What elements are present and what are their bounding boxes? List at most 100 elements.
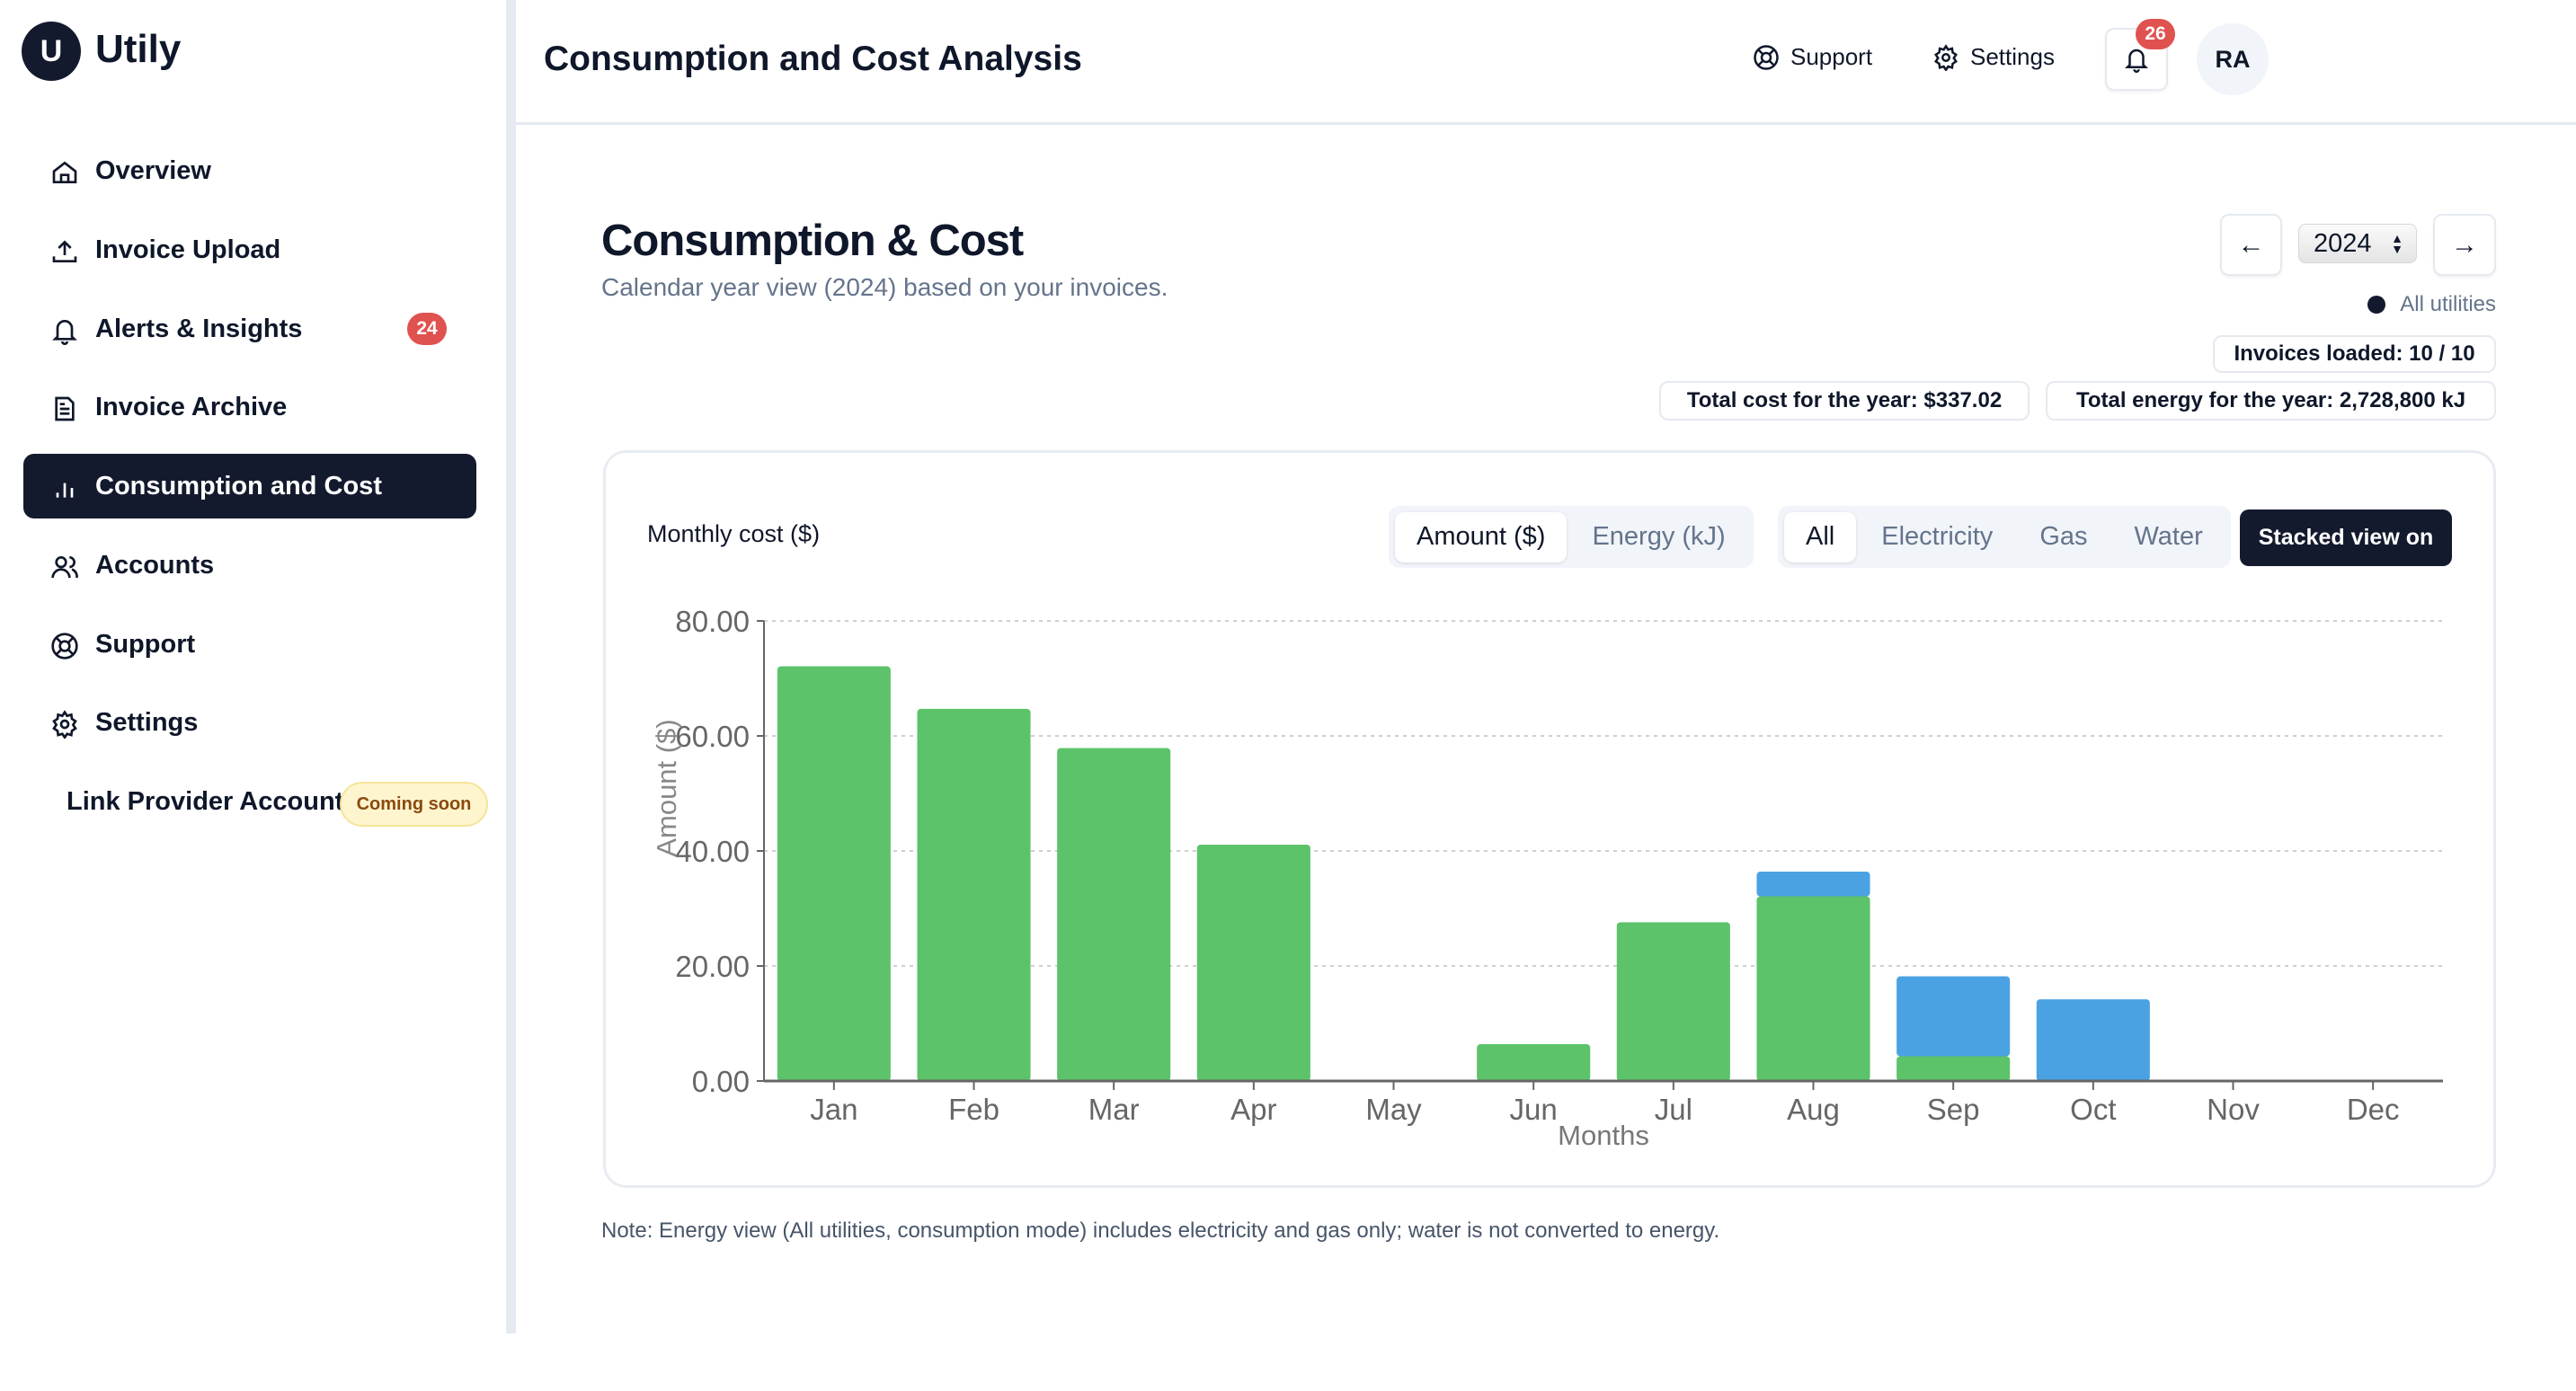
select-arrows-icon: ▲ ▼ xyxy=(2391,231,2403,256)
bar-segment[interactable] xyxy=(777,666,891,1081)
sidebar-divider xyxy=(506,0,516,1333)
bar-segment[interactable] xyxy=(1057,748,1171,1081)
sidebar-item-settings[interactable]: Settings xyxy=(23,690,476,755)
year-value: 2024 xyxy=(2314,228,2372,258)
bar-segment[interactable] xyxy=(1896,1056,2011,1081)
users-icon xyxy=(51,556,78,579)
y-tick-label: 20.00 xyxy=(675,950,750,983)
bar-segment[interactable] xyxy=(917,708,1031,1081)
sidebar-item-invoice-archive[interactable]: Invoice Archive xyxy=(23,375,476,439)
y-axis-label: Amount ($) xyxy=(651,719,682,856)
sidebar-item-label: Settings xyxy=(95,707,199,737)
sidebar-item-alerts-insights[interactable]: Alerts & Insights 24 xyxy=(23,297,476,361)
utility-filter-indicator: All utilities xyxy=(2367,292,2496,317)
bar-segment[interactable] xyxy=(1756,896,1870,1081)
x-tick-label: Dec xyxy=(2347,1093,2400,1126)
x-axis-label: Months xyxy=(1558,1120,1649,1151)
logo-icon: U xyxy=(22,22,81,81)
settings-label: Settings xyxy=(1970,43,2055,70)
tab-water[interactable]: Water xyxy=(2134,522,2203,551)
x-tick-label: Aug xyxy=(1787,1093,1840,1126)
previous-year-button[interactable]: ← xyxy=(2220,214,2282,276)
bar-segment[interactable] xyxy=(2036,999,2150,1081)
sidebar-item-overview[interactable]: Overview xyxy=(23,138,476,203)
tab-all[interactable]: All xyxy=(1784,511,1857,563)
utility-toggle: All Electricity Gas Water xyxy=(1778,506,2231,568)
bar-segment[interactable] xyxy=(1756,872,1870,897)
stacked-view-toggle[interactable]: Stacked view on xyxy=(2240,509,2452,566)
mode-toggle: Amount ($) Energy (kJ) xyxy=(1389,506,1754,568)
bar-segment[interactable] xyxy=(1477,1044,1591,1081)
coming-soon-badge: Coming soon xyxy=(340,782,488,827)
lifebuoy-icon xyxy=(1754,44,1779,70)
section-subtitle: Calendar year view (2024) based on your … xyxy=(601,273,1168,301)
lifebuoy-icon xyxy=(51,633,78,660)
tab-energy[interactable]: Energy (kJ) xyxy=(1592,522,1726,551)
x-tick-label: Oct xyxy=(2070,1093,2116,1126)
y-tick-label: 80.00 xyxy=(675,605,750,638)
sidebar-item-label: Alerts & Insights xyxy=(95,314,303,343)
alerts-count-badge: 24 xyxy=(407,313,447,345)
x-tick-label: Jul xyxy=(1655,1093,1692,1126)
sidebar-item-label: Invoice Upload xyxy=(95,235,281,264)
x-tick-label: Jun xyxy=(1510,1093,1558,1126)
link-provider-account[interactable]: Link Provider Account xyxy=(67,787,344,816)
sidebar-item-invoice-upload[interactable]: Invoice Upload xyxy=(23,217,476,282)
tab-electricity[interactable]: Electricity xyxy=(1881,522,1994,551)
settings-button[interactable]: Settings xyxy=(1932,43,2055,71)
support-label: Support xyxy=(1790,43,1873,70)
logo-letter: U xyxy=(40,33,63,68)
bar-segment[interactable] xyxy=(1616,922,1730,1081)
sidebar-item-label: Consumption and Cost xyxy=(95,471,382,501)
x-tick-label: Jan xyxy=(810,1093,857,1126)
invoices-loaded-badge: Invoices loaded: 10 / 10 xyxy=(2213,335,2496,373)
y-tick-label: 60.00 xyxy=(675,720,750,753)
chart-note: Note: Energy view (All utilities, consum… xyxy=(601,1218,1720,1243)
notification-count-badge: 26 xyxy=(2136,19,2175,49)
chart-card: Monthly cost ($) Amount ($) Energy (kJ) … xyxy=(603,450,2496,1188)
x-tick-label: Feb xyxy=(948,1093,999,1126)
sidebar-item-label: Support xyxy=(95,629,196,659)
sidebar-item-accounts[interactable]: Accounts xyxy=(23,533,476,598)
x-tick-label: Apr xyxy=(1230,1093,1276,1126)
gear-icon xyxy=(52,710,77,739)
utility-filter-label: All utilities xyxy=(2400,292,2496,316)
bar-segment[interactable] xyxy=(1896,976,2011,1057)
total-cost-badge: Total cost for the year: $337.02 xyxy=(1659,381,2030,421)
x-tick-label: Nov xyxy=(2207,1093,2260,1126)
avatar[interactable]: RA xyxy=(2197,23,2269,95)
tab-amount[interactable]: Amount ($) xyxy=(1395,511,1568,563)
arrow-right-icon: → xyxy=(2451,229,2478,260)
sidebar-item-consumption-and-cost[interactable]: Consumption and Cost xyxy=(23,454,476,518)
x-tick-label: Mar xyxy=(1088,1093,1140,1126)
year-select[interactable]: 2024 ▲ ▼ xyxy=(2298,224,2417,263)
bar-segment[interactable] xyxy=(1196,844,1310,1081)
page-title: Consumption and Cost Analysis xyxy=(544,40,1082,78)
sidebar-item-support[interactable]: Support xyxy=(23,612,476,677)
sidebar-item-label: Invoice Archive xyxy=(95,392,288,421)
top-header: Consumption and Cost Analysis Support Se… xyxy=(516,0,2576,125)
document-icon xyxy=(55,396,75,421)
upload-icon xyxy=(52,240,77,262)
next-year-button[interactable]: → xyxy=(2433,214,2496,276)
chart-title: Monthly cost ($) xyxy=(647,520,821,547)
bar-chart-icon xyxy=(56,483,74,498)
app-name: Utily xyxy=(95,27,182,71)
y-tick-label: 40.00 xyxy=(675,835,750,868)
home-icon xyxy=(52,161,77,183)
sidebar-item-label: Accounts xyxy=(95,550,215,580)
x-tick-label: May xyxy=(1365,1093,1422,1126)
tab-gas[interactable]: Gas xyxy=(2039,522,2088,551)
y-tick-label: 0.00 xyxy=(692,1065,750,1098)
bell-icon xyxy=(2124,49,2149,73)
section-title: Consumption & Cost xyxy=(601,217,1024,265)
dot-icon xyxy=(2367,296,2386,314)
sidebar: U Utily Overview Invoice Upload Alerts & I… xyxy=(0,0,506,1391)
x-tick-label: Sep xyxy=(1927,1093,1980,1126)
arrow-left-icon: ← xyxy=(2237,229,2265,260)
gear-icon xyxy=(1934,43,1958,71)
support-button[interactable]: Support xyxy=(1753,43,1872,71)
sidebar-item-label: Overview xyxy=(95,155,211,185)
bell-icon xyxy=(52,320,77,345)
